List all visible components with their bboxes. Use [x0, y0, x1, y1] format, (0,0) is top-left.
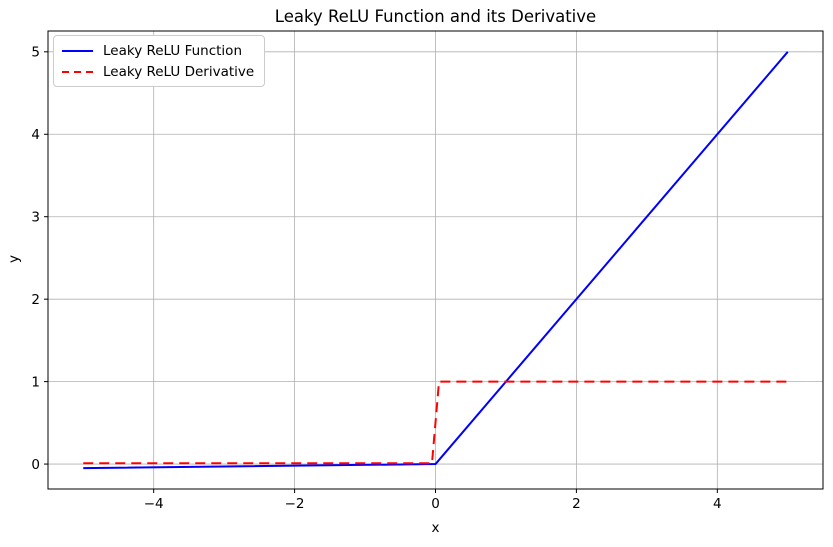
y-tick-label: 5: [31, 45, 40, 61]
y-tick-label: 2: [31, 292, 40, 308]
series-line-0: [83, 51, 789, 470]
x-axis-label: x: [431, 520, 440, 536]
legend-entry-label: Leaky ReLU Function: [103, 42, 243, 59]
chart-title: Leaky ReLU Function and its Derivative: [274, 7, 597, 26]
x-tick-label: −4: [144, 496, 164, 512]
y-tick-label: 3: [31, 210, 40, 226]
x-tick-label: −2: [285, 496, 305, 512]
legend-entry-1: Leaky ReLU Derivative: [62, 61, 254, 82]
legend: Leaky ReLU Function Leaky ReLU Derivative: [53, 35, 266, 87]
series-line-1: [83, 380, 788, 465]
x-tick-label: 0: [431, 496, 440, 512]
solid-line-sample-icon: [62, 49, 93, 52]
y-axis-label: y: [6, 255, 22, 263]
x-tick-label: 4: [713, 496, 722, 512]
y-tick-label: 0: [31, 457, 40, 473]
y-tick-label: 4: [31, 127, 40, 143]
legend-entry-label: Leaky ReLU Derivative: [103, 63, 255, 80]
x-tick-label: 2: [572, 496, 581, 512]
y-tick-label: 1: [31, 374, 40, 390]
dashed-line-sample-icon: [62, 70, 93, 73]
legend-entry-0: Leaky ReLU Function: [62, 40, 254, 61]
